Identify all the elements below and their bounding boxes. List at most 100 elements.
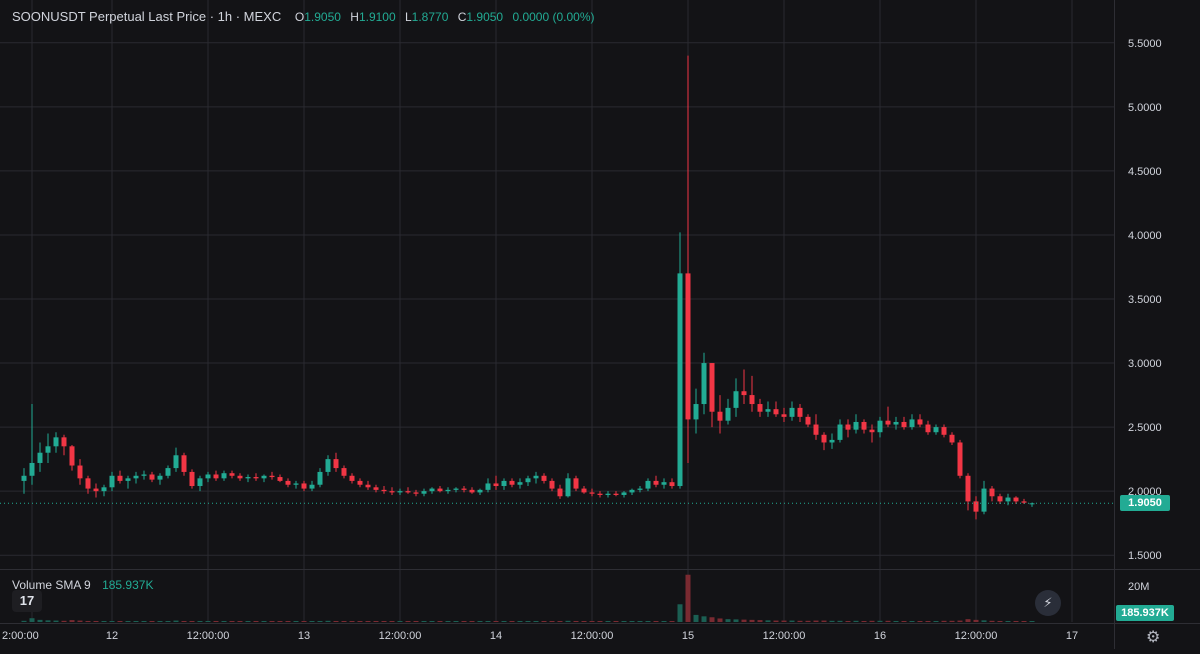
volume-bar	[541, 621, 547, 622]
candle-body	[525, 478, 531, 483]
volume-indicator-label[interactable]: Volume SMA 9	[12, 578, 91, 592]
volume-bar	[125, 621, 131, 622]
candle-body	[301, 483, 307, 489]
volume-bar	[997, 621, 1003, 622]
volume-bar	[469, 621, 475, 622]
volume-bar	[693, 614, 699, 622]
candle-body	[197, 478, 203, 487]
volume-bar	[141, 621, 147, 622]
candle-body	[765, 409, 771, 412]
volume-bar	[733, 619, 739, 622]
candle-body	[565, 478, 571, 497]
volume-bar	[389, 621, 395, 622]
volume-bar	[77, 620, 83, 622]
candle-body	[725, 407, 731, 421]
x-tick-label: 12:00:00	[187, 630, 230, 642]
candle-body	[893, 421, 899, 425]
volume-bar	[901, 621, 907, 622]
tradingview-logo-icon[interactable]: 17	[12, 590, 42, 612]
volume-bar	[981, 620, 987, 622]
candle-body	[133, 475, 139, 479]
ohlc-values: O1.9050 H1.9100 L1.8770 C1.9050 0.0000 (…	[295, 10, 601, 24]
candle-body	[677, 273, 683, 487]
candle-body	[989, 488, 995, 497]
candle-body	[37, 452, 43, 463]
candle-body	[389, 491, 395, 493]
x-tick-label: 12:00:00	[571, 630, 614, 642]
volume-bar	[93, 621, 99, 622]
candle-body	[957, 442, 963, 476]
volume-bar	[397, 621, 403, 622]
candle-body	[109, 475, 115, 488]
volume-bar	[61, 620, 67, 622]
x-tick-label: 16	[874, 630, 886, 642]
open-value: 1.9050	[304, 10, 341, 24]
y-tick-label: 4.0000	[1128, 230, 1162, 242]
volume-bar	[277, 621, 283, 622]
volume-bar	[557, 621, 563, 622]
candle-body	[701, 363, 707, 405]
close-value: 1.9050	[466, 10, 504, 24]
candle-body	[797, 407, 803, 417]
volume-bar	[117, 621, 123, 622]
candle-body	[333, 459, 339, 469]
volume-bar	[645, 621, 651, 622]
volume-bar	[53, 620, 59, 622]
candle-body	[149, 474, 155, 480]
volume-bar	[149, 621, 155, 622]
candle-body	[293, 483, 299, 485]
volume-bar	[445, 621, 451, 622]
symbol-legend: SOONUSDT Perpetual Last Price · 1h · MEX…	[12, 9, 601, 24]
volume-bar	[517, 621, 523, 622]
volume-bar	[925, 621, 931, 622]
volume-bar	[685, 574, 691, 622]
volume-bar	[173, 620, 179, 622]
volume-bar	[197, 621, 203, 622]
volume-bar	[933, 621, 939, 622]
volume-bar	[181, 621, 187, 622]
volume-bar	[669, 621, 675, 622]
volume-bar	[309, 621, 315, 622]
volume-bar	[253, 621, 259, 622]
volume-bar	[525, 621, 531, 622]
candle-body	[813, 424, 819, 435]
candle-body	[501, 480, 507, 487]
candle-body	[805, 416, 811, 425]
volume-bar	[101, 621, 107, 622]
volume-indicator-value: 185.937K	[102, 578, 154, 592]
volume-axis-label: 20M	[1128, 581, 1149, 593]
volume-bar	[805, 620, 811, 622]
volume-bar	[413, 621, 419, 622]
candle-body	[277, 477, 283, 481]
candle-body	[485, 483, 491, 490]
candle-body	[709, 363, 715, 412]
candle-body	[349, 475, 355, 481]
price-axis: 5.5000 5.0000 4.5000 4.0000 3.5000 3.0000 2.50…	[1128, 38, 1162, 562]
candle-body	[397, 491, 403, 493]
volume-bar	[21, 620, 27, 622]
lightning-bolt-icon[interactable]: ⚡	[1035, 590, 1061, 616]
candle-body	[757, 404, 763, 412]
volume-bar	[893, 621, 899, 622]
candle-body	[461, 488, 467, 490]
candle-body	[469, 489, 475, 493]
candle-body	[605, 493, 611, 495]
symbol-title[interactable]: SOONUSDT Perpetual Last Price · 1h · MEX…	[12, 9, 282, 24]
volume-bar	[213, 621, 219, 622]
candle-body	[269, 475, 275, 478]
candle-body	[189, 471, 195, 487]
candle-body	[325, 459, 331, 472]
candle-body	[549, 480, 555, 489]
volume-bar	[949, 620, 955, 622]
gear-icon[interactable]: ⚙	[1146, 629, 1161, 646]
candle-body	[493, 483, 499, 487]
volume-bar	[661, 621, 667, 622]
volume-bar	[453, 621, 459, 622]
volume-bar	[533, 621, 539, 622]
x-tick-label: 12:00:00	[379, 630, 422, 642]
candle-body	[101, 487, 107, 492]
candle-body	[405, 491, 411, 493]
candle-body	[733, 391, 739, 408]
